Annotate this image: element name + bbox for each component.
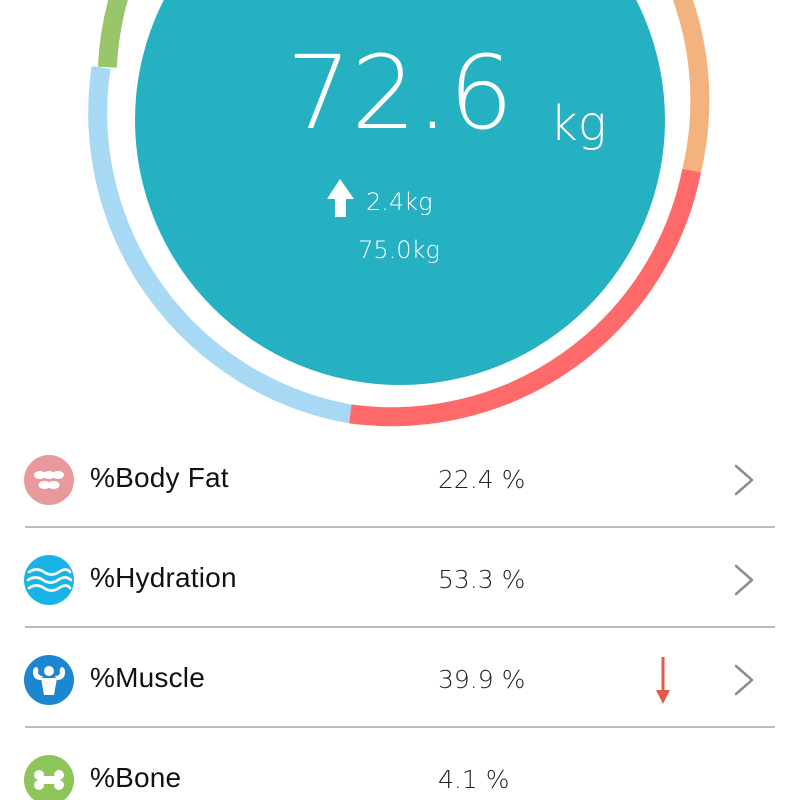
gauge-ring bbox=[88, 0, 710, 427]
row-divider bbox=[25, 526, 775, 528]
gauge-ring-orange-segment bbox=[672, 0, 710, 173]
bone-icon bbox=[24, 755, 74, 800]
metric-label: %Hydration bbox=[90, 562, 237, 593]
muscle-icon bbox=[24, 655, 74, 705]
metric-row-bone[interactable]: %Bone 4.1 % bbox=[0, 730, 800, 800]
metric-label: %Muscle bbox=[90, 662, 205, 693]
metric-label: %Body Fat bbox=[90, 462, 229, 493]
body-fat-icon bbox=[24, 455, 74, 505]
metric-value: 53.3 % bbox=[438, 565, 526, 594]
metric-label: %Bone bbox=[90, 762, 182, 793]
gauge-ring-red-segment bbox=[349, 168, 702, 427]
weight-gauge: 72.6 kg 2.4kg 75.0kg bbox=[88, 0, 710, 427]
weight-change-value: 2.4kg bbox=[366, 188, 432, 216]
chevron-right-icon[interactable] bbox=[730, 458, 758, 502]
target-weight-value: 75.0kg bbox=[358, 236, 440, 264]
row-divider bbox=[25, 626, 775, 628]
metric-row-muscle[interactable]: %Muscle 39.9 % bbox=[0, 630, 800, 730]
gauge-inner-circle bbox=[135, 0, 665, 385]
gauge-ring-blue-segment bbox=[88, 66, 352, 424]
arrow-down-icon bbox=[656, 657, 670, 704]
metric-value: 4.1 % bbox=[438, 765, 510, 794]
metric-value: 39.9 % bbox=[438, 665, 526, 694]
metric-row-body-fat[interactable]: %Body Fat 22.4 % bbox=[0, 430, 800, 530]
weight-unit: kg bbox=[550, 96, 607, 152]
weight-value: 72.6 bbox=[286, 34, 513, 153]
chevron-right-icon[interactable] bbox=[730, 558, 758, 602]
gauge-ring-green-segment bbox=[97, 0, 128, 68]
metric-row-hydration[interactable]: %Hydration 53.3 % bbox=[0, 530, 800, 630]
chevron-right-icon[interactable] bbox=[730, 658, 758, 702]
row-divider bbox=[25, 726, 775, 728]
arrow-up-icon bbox=[327, 179, 354, 217]
metric-value: 22.4 % bbox=[438, 465, 526, 494]
hydration-icon bbox=[24, 555, 74, 605]
